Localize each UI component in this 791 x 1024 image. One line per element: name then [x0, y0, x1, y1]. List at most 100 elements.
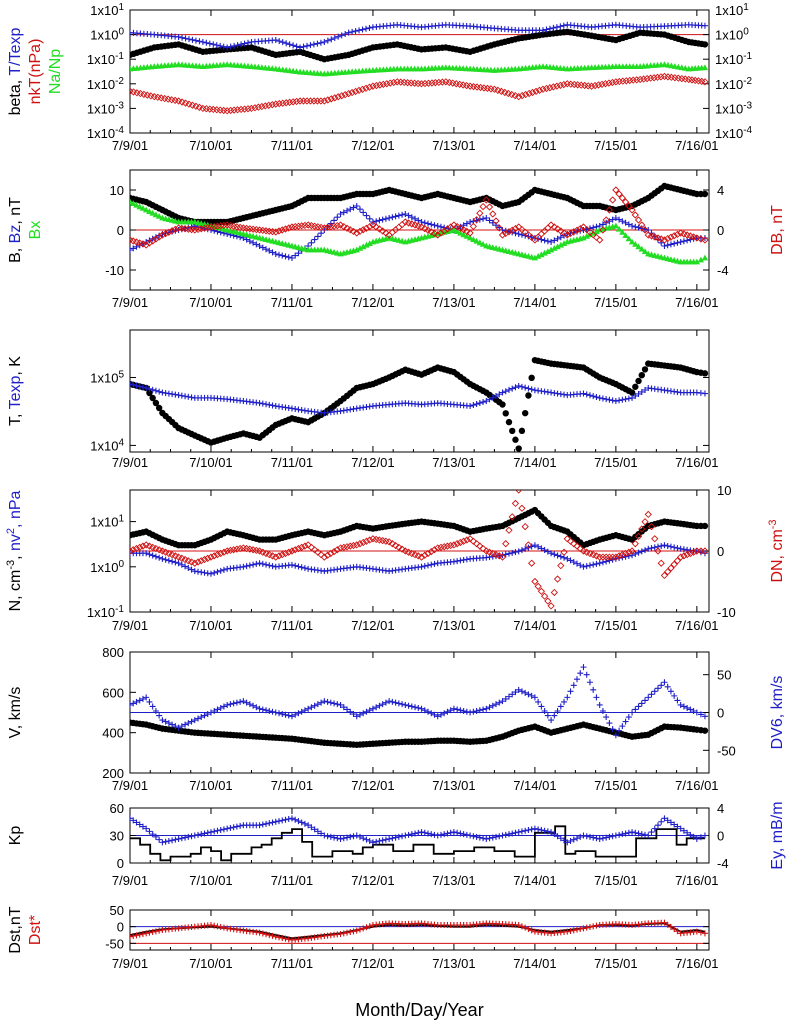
data-point: [307, 42, 314, 49]
data-point: [165, 557, 172, 564]
data-point: [350, 204, 357, 211]
data-point: [343, 543, 351, 551]
data-point: [502, 229, 510, 238]
data-point: [244, 39, 251, 46]
data-point: [276, 38, 283, 45]
data-point: [570, 927, 577, 934]
axis-label-part: -3: [5, 560, 17, 570]
x-tick-label: 7/14/01: [513, 295, 556, 310]
data-point: [340, 930, 347, 937]
data-point: [353, 541, 361, 549]
data-point: [418, 563, 425, 570]
data-point: [191, 226, 199, 234]
data-point: [254, 103, 263, 111]
data-point: [344, 706, 351, 713]
data-point: [463, 233, 471, 239]
data-point: [207, 829, 214, 836]
x-tick-label: 7/12/01: [351, 138, 394, 153]
data-point: [616, 555, 623, 562]
data-point: [363, 212, 370, 219]
data-point: [356, 711, 363, 718]
data-point: [586, 228, 594, 236]
data-point: [632, 829, 639, 836]
data-point: [314, 548, 322, 556]
data-point: [450, 541, 458, 549]
data-point: [453, 228, 461, 234]
data-point: [266, 562, 273, 569]
data-point: [618, 194, 626, 202]
data-point: [544, 712, 551, 719]
data-point: [233, 699, 240, 706]
data-point: [603, 834, 610, 841]
data-point: [256, 400, 263, 407]
data-point: [155, 213, 163, 219]
x-tick-label: 7/14/01: [513, 778, 556, 793]
data-point: [320, 553, 328, 561]
data-point: [130, 547, 134, 555]
data-point: [505, 831, 512, 838]
data-point: [149, 552, 156, 559]
y-tick-labels: 1x104 1x105: [90, 369, 124, 453]
data-point: [412, 704, 419, 711]
data-point: [347, 929, 354, 935]
x-tick-label: 7/16/01: [675, 455, 718, 470]
data-point: [667, 923, 674, 930]
data-point: [165, 838, 172, 844]
data-point: [635, 390, 642, 397]
data-point: [683, 551, 691, 559]
data-point: [182, 393, 189, 400]
data-point: [476, 707, 483, 714]
data-point: [564, 555, 571, 562]
data-point: [321, 832, 328, 839]
data-point: [428, 79, 436, 87]
axis-label-part: B,: [7, 243, 24, 263]
data-point: [547, 602, 555, 610]
data-point: [522, 924, 529, 931]
data-point: [130, 546, 137, 554]
data-point: [185, 720, 192, 727]
data-point: [664, 817, 671, 824]
data-point: [612, 222, 620, 229]
data-point: [373, 218, 380, 225]
data-point: [625, 829, 632, 836]
x-tick-label: 7/14/01: [513, 618, 556, 633]
data-point: [553, 575, 562, 583]
data-point: [570, 540, 578, 548]
data-point: [616, 831, 623, 838]
series-n: [130, 506, 709, 549]
data-point: [266, 707, 273, 714]
data-point: [372, 223, 380, 231]
y-tick-exponent: -2: [115, 75, 124, 86]
data-point: [608, 196, 617, 204]
data-point: [646, 74, 655, 82]
data-point: [622, 232, 629, 238]
data-point: [331, 700, 338, 707]
data-point: [356, 227, 364, 236]
x-tick-label: 7/11/01: [271, 138, 313, 153]
y-tick-label: 1x10-1: [87, 51, 125, 68]
data-point: [431, 831, 438, 838]
data-point: [586, 924, 593, 930]
data-point: [483, 705, 490, 712]
y-tick-label: 30: [110, 829, 124, 844]
data-point: [616, 727, 623, 734]
data-point: [674, 239, 681, 246]
x-tick-label: 7/12/01: [351, 956, 394, 971]
data-point: [472, 216, 481, 224]
x-tick-label: 7/12/01: [351, 295, 394, 310]
data-point: [586, 679, 593, 686]
data-point: [366, 707, 373, 714]
data-point: [544, 248, 552, 254]
data-point: [220, 924, 227, 931]
axis-label-part: ,: [7, 551, 24, 560]
data-point: [288, 547, 296, 555]
y-axis-label: V, km/s: [7, 687, 24, 739]
data-point: [263, 401, 270, 408]
data-point: [528, 374, 535, 382]
data-point: [289, 98, 297, 106]
data-point: [356, 540, 364, 548]
data-point: [392, 699, 399, 706]
data-point: [414, 552, 422, 560]
data-point: [428, 561, 435, 568]
data-point: [583, 391, 590, 398]
